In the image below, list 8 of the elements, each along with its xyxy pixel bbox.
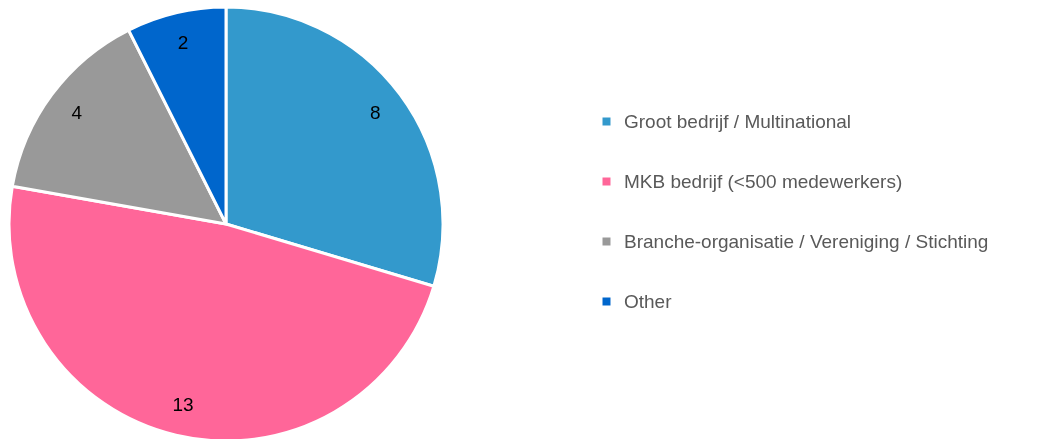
data-label: 4 — [71, 101, 83, 123]
legend-label: Other — [624, 290, 673, 312]
legend-label: Branche-organisatie / Vereniging / Stichting — [624, 230, 989, 252]
legend-label: Groot bedrijf / Multinational — [624, 110, 852, 132]
data-label: 2 — [177, 32, 189, 54]
data-label: 13 — [172, 393, 194, 415]
data-label: 8 — [369, 101, 381, 123]
legend-label: MKB bedrijf (<500 medewerkers) — [624, 170, 903, 192]
